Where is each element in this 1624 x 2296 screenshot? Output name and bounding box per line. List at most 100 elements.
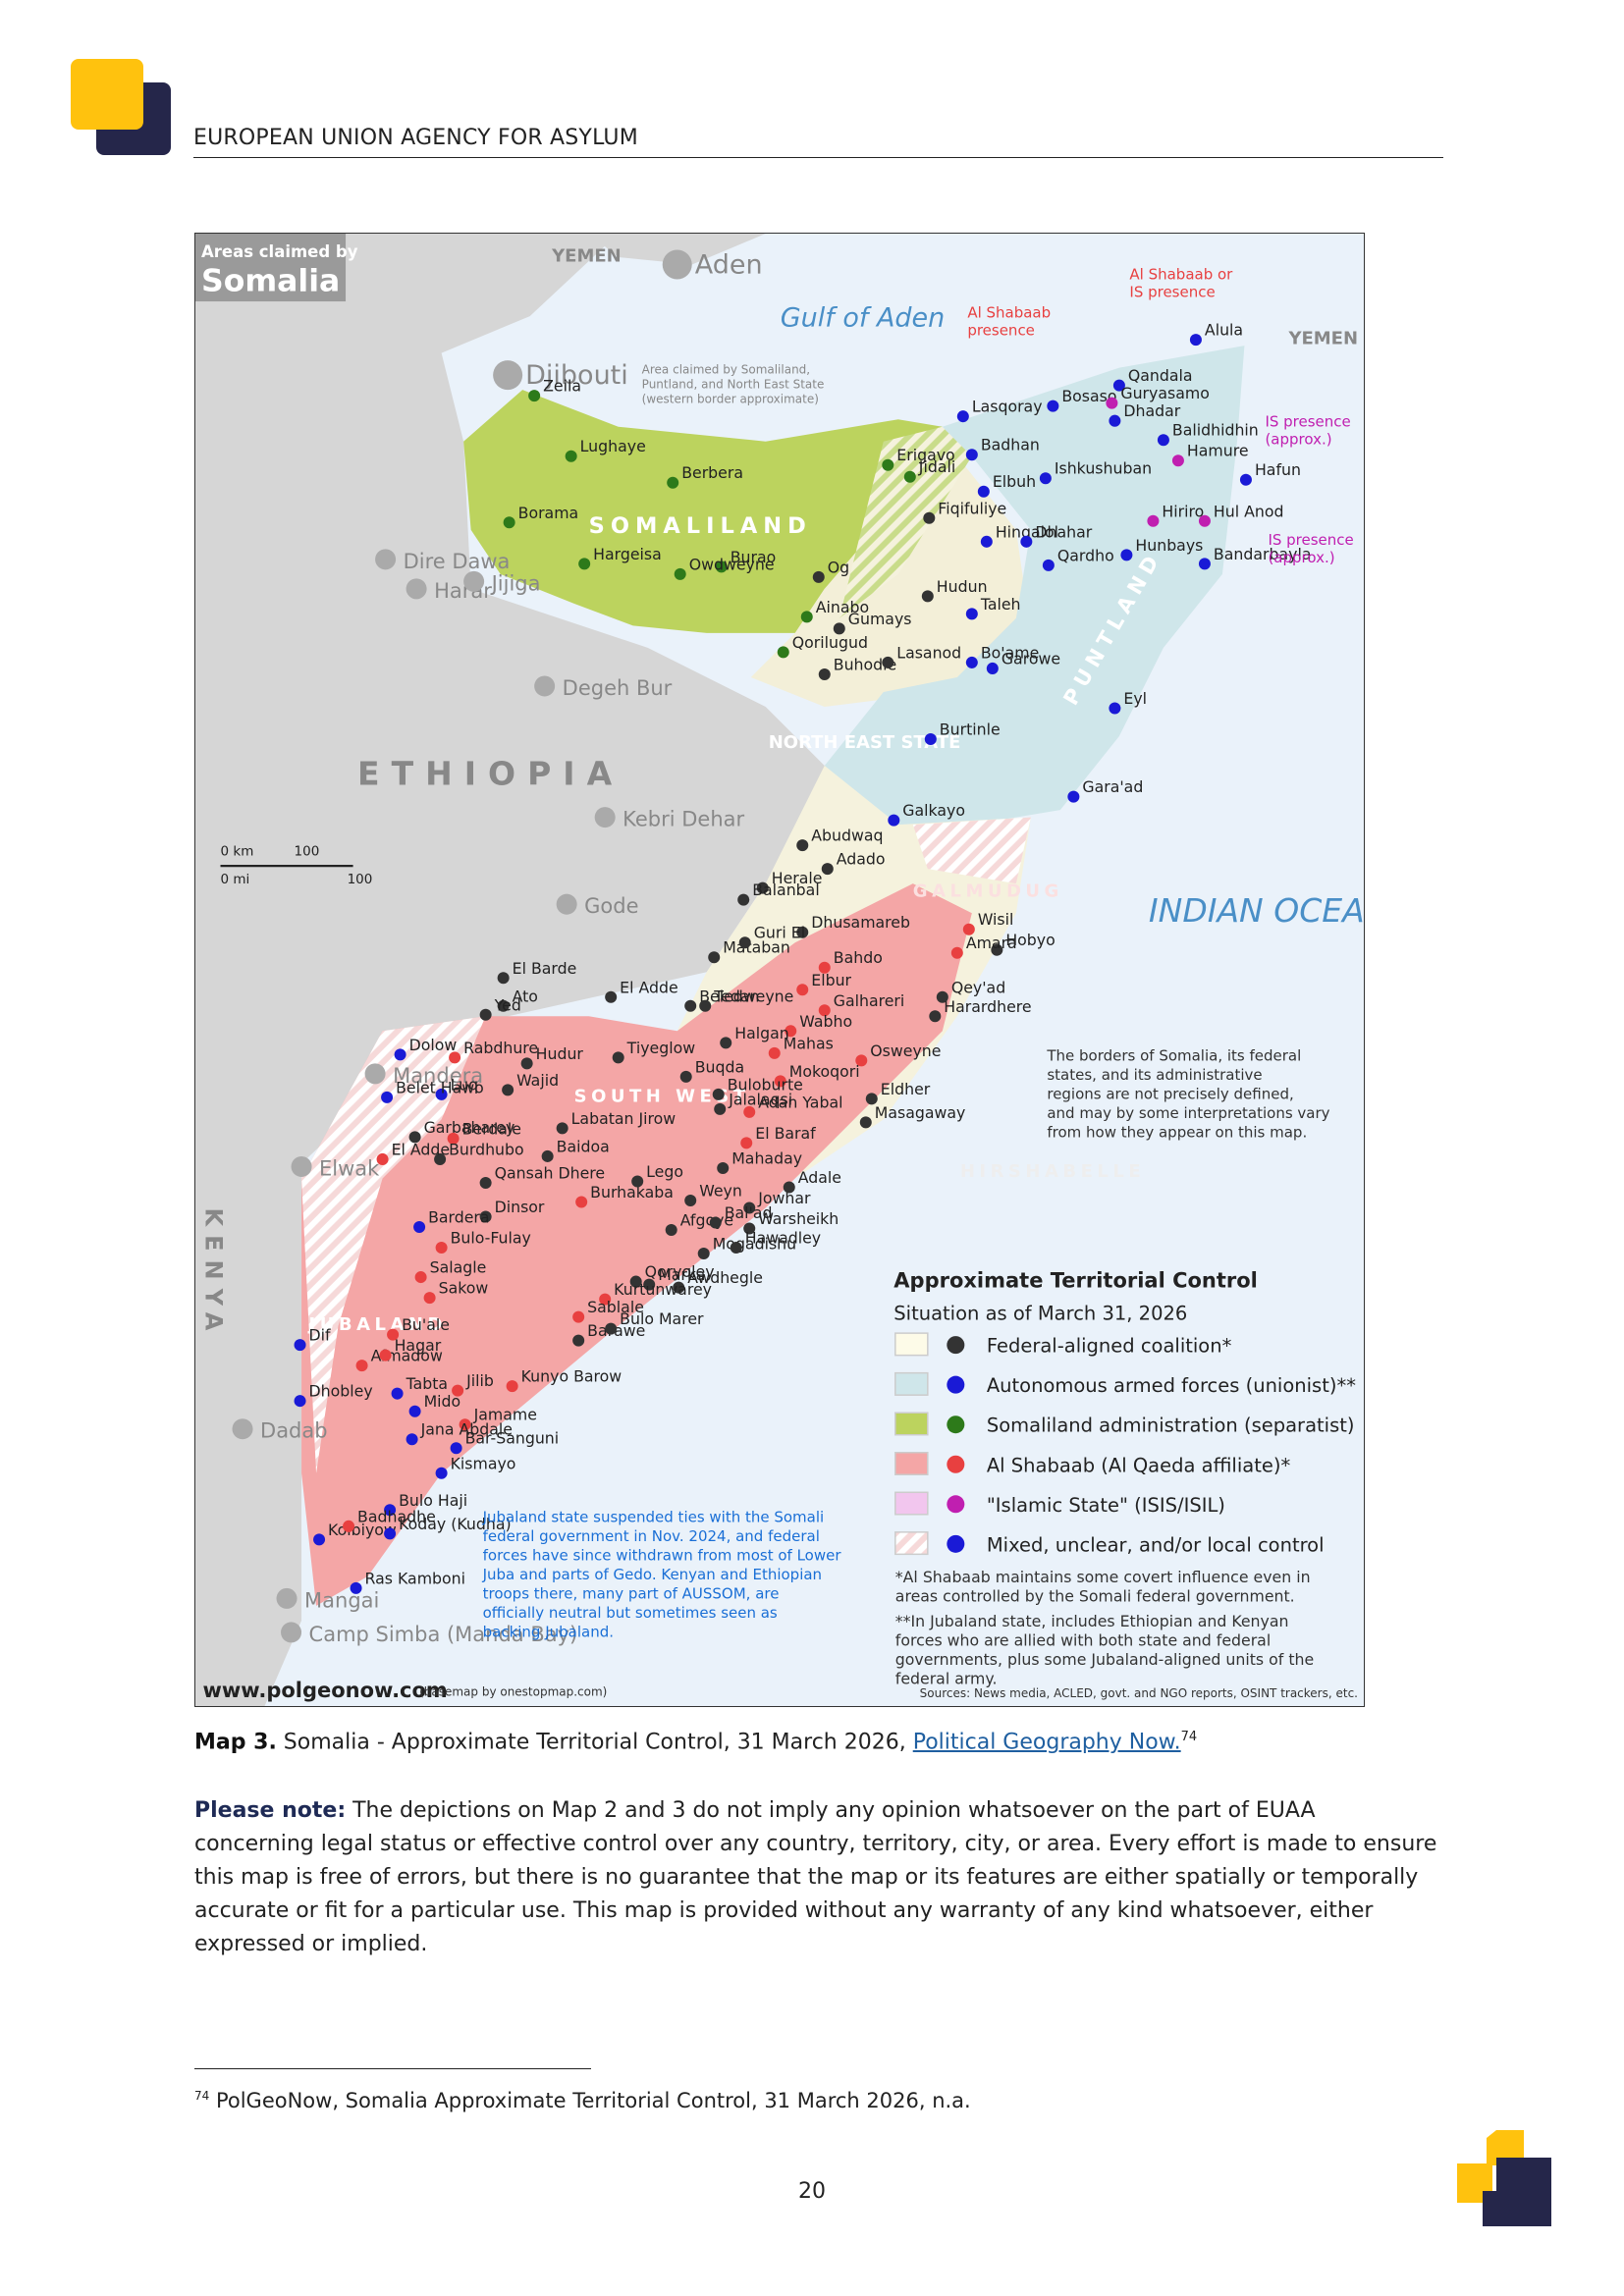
place-label: Warsheikh: [758, 1209, 839, 1228]
legend-label: Autonomous armed forces (unionist)**: [987, 1374, 1356, 1397]
place-label: Wajid: [516, 1071, 559, 1090]
place-dot: [394, 1048, 406, 1061]
place-label: Dhadar: [1123, 401, 1180, 420]
place-dot: [459, 1418, 471, 1431]
foreign-label: Camp Simba (Manda Bay): [309, 1622, 578, 1646]
place-label: Hiriro: [1162, 502, 1204, 520]
place-dot: [977, 485, 990, 498]
place-label: Lasanod: [896, 643, 961, 662]
place-label: Wabho: [799, 1012, 852, 1031]
legend-dot: [947, 1336, 965, 1355]
note-label: Please note:: [194, 1798, 347, 1823]
place-dot: [986, 662, 999, 674]
place-label: Bosaso: [1061, 387, 1116, 405]
jubaland-note: Jubaland state suspended ties with the S…: [482, 1508, 842, 1640]
foreign-dot: [493, 360, 523, 391]
place-dot: [712, 1088, 725, 1100]
place-label: Guryasamo: [1120, 384, 1209, 402]
place-label: Guri El: [754, 924, 805, 942]
foreign-label: Djibouti: [525, 360, 628, 391]
place-label: Marka: [658, 1265, 705, 1284]
place-label: Eyl: [1123, 689, 1147, 708]
annotation: Al Shabaab or IS presence: [1129, 266, 1233, 301]
place-label: Hudun: [937, 577, 988, 596]
place-dot: [818, 667, 831, 680]
place-dot: [450, 1442, 462, 1455]
sea-label: Gulf of Aden: [781, 303, 946, 334]
place-dot: [479, 1008, 492, 1021]
place-dot: [783, 1181, 795, 1194]
foreign-dot: [276, 1587, 298, 1609]
place-label: Ras Kamboni: [365, 1569, 465, 1587]
foreign-label: Dire Dawa: [404, 549, 511, 573]
place-dot: [376, 1152, 389, 1165]
scale-label: 100: [295, 844, 320, 860]
place-dot: [631, 1175, 644, 1188]
place-label: Jamame: [473, 1406, 537, 1424]
place-dot: [578, 558, 591, 570]
place-dot: [408, 1131, 421, 1144]
place-label: Erigavo: [896, 446, 954, 464]
place-label: Dhahar: [1035, 522, 1092, 541]
place-dot: [541, 1149, 554, 1162]
note-text: The depictions on Map 2 and 3 do not imp…: [194, 1798, 1437, 1956]
caption-link[interactable]: Political Geography Now.: [912, 1730, 1181, 1755]
place-label: Hingalol: [996, 522, 1058, 541]
place-dot: [406, 1433, 418, 1446]
place-label: Burdhubo: [449, 1140, 524, 1158]
place-dot: [865, 1093, 878, 1105]
place-dot: [774, 1075, 786, 1088]
legend-label: Federal-aligned coalition*: [987, 1335, 1232, 1358]
scale-label: 0 mi: [221, 872, 250, 887]
place-label: Hagar: [395, 1336, 442, 1355]
legend-note: *Al Shabaab maintains some covert influe…: [895, 1568, 1311, 1606]
map: Areas claimed by Somalia Approximate Ter…: [194, 233, 1365, 1707]
place-label: Bulo-Fulay: [451, 1229, 531, 1248]
place-dot: [965, 656, 978, 668]
foreign-label: Mangai: [304, 1587, 379, 1612]
place-dot: [1020, 535, 1033, 548]
legend-label: Somaliland administration (separatist): [987, 1415, 1355, 1437]
place-label: Bo'ame: [981, 643, 1039, 662]
place-dot: [743, 1201, 756, 1214]
legend-title: Approximate Territorial Control: [893, 1268, 1258, 1293]
place-label: Qansah Dhere: [495, 1163, 605, 1182]
place-dot: [1189, 334, 1202, 347]
place-dot: [1239, 473, 1252, 486]
legend-swatch: [894, 1412, 929, 1436]
place-dot: [313, 1533, 326, 1546]
legend-label: Mixed, unclear, and/or local control: [987, 1533, 1325, 1556]
legend-dot: [947, 1534, 965, 1553]
place-label: Gumays: [848, 610, 912, 628]
place-dot: [796, 926, 809, 938]
legend-swatch: [894, 1332, 929, 1357]
place-label: Yed: [494, 995, 521, 1014]
foreign-dot: [463, 570, 485, 592]
footnote-ref: 74: [194, 2089, 210, 2103]
place-label: Bardera: [428, 1208, 489, 1227]
place-label: Hamure: [1187, 442, 1249, 460]
place-label: Salagle: [430, 1258, 487, 1277]
place-label: Dhobley: [309, 1382, 373, 1401]
place-dot: [684, 999, 697, 1012]
place-dot: [665, 1224, 677, 1237]
place-label: Sablale: [587, 1298, 644, 1316]
place-label: Wisil: [978, 910, 1014, 929]
place-label: Buloburte: [728, 1075, 803, 1094]
place-label: Herale: [772, 869, 823, 887]
region-label: HIRSHABELLE: [960, 1161, 1145, 1182]
place-dot: [1042, 559, 1055, 571]
place-label: Berbera: [681, 463, 743, 482]
place-dot: [708, 951, 721, 964]
footnote: 74 PolGeoNow, Somalia Approximate Territ…: [194, 2089, 971, 2112]
contested-area: [912, 817, 1031, 884]
logo: [1457, 2130, 1551, 2226]
place-label: Kunyo Barow: [521, 1367, 623, 1386]
place-dot: [1120, 549, 1133, 561]
place-label: Kismayo: [451, 1454, 516, 1472]
place-label: Adale: [798, 1168, 841, 1187]
place-label: Mahaday: [731, 1148, 802, 1167]
place-label: Abudwaq: [811, 827, 883, 845]
corner-box: [195, 234, 347, 302]
place-label: Jidali: [918, 457, 955, 476]
